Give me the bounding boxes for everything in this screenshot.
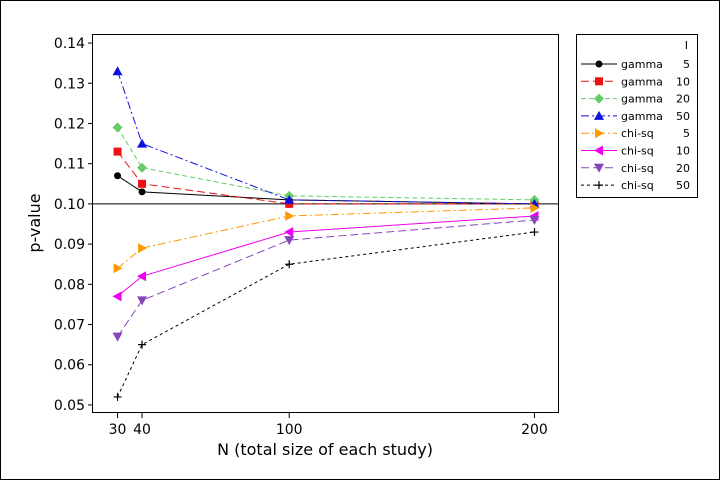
legend-marker [595,77,603,86]
data-point [530,228,539,237]
series-chi-sq-20 [112,215,540,342]
series-line [117,127,535,201]
data-point [112,66,123,76]
legend-marker [594,93,604,104]
data-point [285,199,294,208]
legend-label: gamma [621,75,663,88]
data-point [137,271,147,282]
series-line [117,219,535,337]
legend-marker [594,145,603,156]
plot-area [92,34,559,413]
y-tick-label: 0.08 [54,277,85,293]
legend-item-chi-sq-50: chi-sq 50 [581,179,690,192]
legend-item-chi-sq-10: chi-sq 10 [581,145,690,158]
series-line [117,215,535,297]
legend-item-chi-sq-5: chi-sq 5 [581,127,690,140]
legend-i-value: 5 [683,58,690,71]
legend-label: chi-sq [621,145,654,158]
legend-item-gamma-10: gamma 10 [581,75,690,88]
data-point [284,194,295,204]
data-point [284,227,294,238]
legend-i-value: 20 [676,93,690,106]
y-tick-label: 0.10 [54,197,85,213]
series-chi-sq-5 [113,202,540,274]
x-tick-label: 100 [276,422,303,438]
y-tick-label: 0.07 [54,318,85,334]
data-point [113,263,123,274]
legend-item-gamma-5: gamma 5 [581,58,690,71]
legend-i-value: 10 [676,75,690,88]
data-point [113,147,122,156]
data-point [112,291,122,302]
y-axis: 0.05 0.06 0.07 0.08 0.09 0.10 0.11 0.12 0.13 0.14 [54,36,93,414]
x-tick-label: 200 [521,422,548,438]
legend-label: gamma [621,58,663,71]
data-point [529,215,540,225]
data-point [112,332,123,342]
data-point [137,138,148,148]
y-tick-label: 0.13 [54,76,85,92]
x-axis-title: N (total size of each study) [217,440,433,459]
legend-i-value: 50 [676,179,690,192]
y-tick-label: 0.12 [54,116,85,132]
series-gamma-50 [112,66,540,208]
data-point [138,340,147,349]
series-layer [112,66,540,401]
data-point [285,210,295,221]
series-chi-sq-50 [113,228,539,401]
legend-item-gamma-50: gamma 50 [581,110,690,123]
x-tick-label: 40 [133,422,151,438]
legend-marker [595,60,603,68]
data-point [137,296,148,306]
legend-header: I [685,39,688,52]
x-axis: 30 40 100 200 [109,413,548,438]
series-line [117,207,535,269]
legend-marker [595,128,604,139]
legend-label: chi-sq [621,162,654,175]
legend-marker [595,181,603,190]
legend-item-gamma-20: gamma 20 [581,93,690,106]
legend-marker [594,163,604,173]
series-line [117,71,535,205]
y-tick-label: 0.09 [54,237,85,253]
legend-i-value: 10 [676,145,690,158]
legend-label: gamma [621,93,663,106]
series-line [117,151,535,205]
y-tick-label: 0.14 [54,36,85,52]
data-point [138,179,147,188]
data-point [138,188,146,196]
legend-i-value: 20 [676,162,690,175]
y-tick-label: 0.05 [54,398,85,414]
legend-i-value: 50 [676,110,690,123]
legend-marker [594,110,604,120]
x-tick-label: 30 [109,422,127,438]
y-tick-label: 0.11 [54,157,85,173]
legend-label: chi-sq [621,127,654,140]
data-point [285,260,294,269]
legend-item-chi-sq-20: chi-sq 20 [581,162,690,175]
data-point [284,236,295,246]
data-point [138,243,148,254]
data-point [114,172,122,180]
legend-label: gamma [621,110,663,123]
legend-i-value: 5 [683,127,690,140]
data-point [530,202,540,213]
legend-label: chi-sq [621,179,654,192]
data-point [137,162,148,173]
data-point [112,122,123,133]
y-tick-label: 0.06 [54,358,85,374]
y-axis-title: p-value [25,193,44,252]
series-line [117,231,535,398]
data-point [113,392,122,401]
